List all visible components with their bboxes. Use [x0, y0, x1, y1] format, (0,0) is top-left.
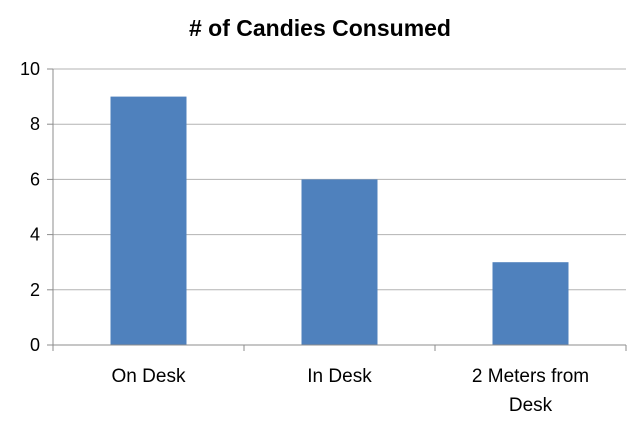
bars	[110, 96, 569, 345]
bar	[492, 262, 569, 345]
y-tick-label: 10	[20, 59, 40, 79]
y-tick-label: 4	[30, 225, 40, 245]
x-tick-label: 2 Meters from Desk	[472, 366, 589, 416]
axis-labels: 0 2 4 6 8 10 On Desk In Desk 2 Meters from Desk	[20, 59, 589, 416]
x-tick-label: In Desk	[307, 366, 372, 387]
y-tick-label: 8	[30, 114, 40, 134]
y-tick-label: 2	[30, 280, 40, 300]
chart-title: # of Candies Consumed	[189, 15, 451, 41]
y-tick-label: 6	[30, 169, 40, 189]
x-tick-label: On Desk	[112, 366, 186, 387]
y-tick-label: 0	[30, 335, 40, 355]
bar	[110, 96, 187, 345]
bar	[301, 179, 378, 345]
axes	[47, 68, 627, 351]
